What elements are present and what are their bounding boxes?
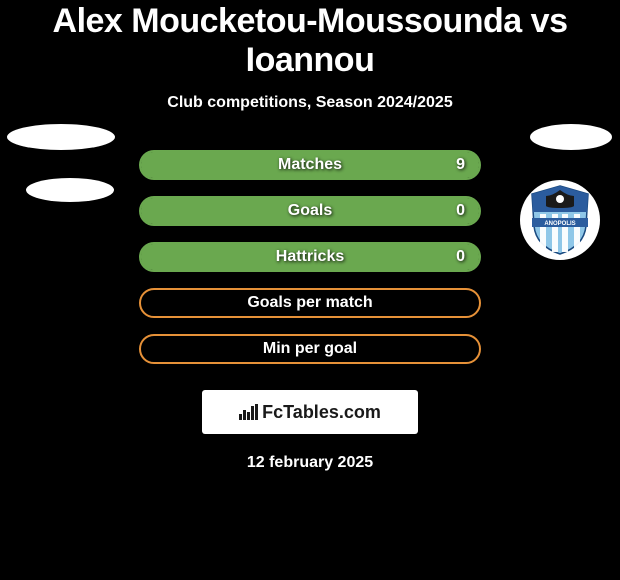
stat-value-right: 0 bbox=[456, 248, 465, 266]
brand-text: FcTables.com bbox=[262, 402, 381, 423]
stat-value-right: 9 bbox=[456, 156, 465, 174]
stat-label: Matches bbox=[278, 156, 342, 174]
player-right-photo-placeholder bbox=[530, 124, 612, 150]
brand-logo: FcTables.com bbox=[202, 390, 418, 434]
stat-label: Hattricks bbox=[276, 248, 344, 266]
page-title: Alex Moucketou-Moussounda vs Ioannou bbox=[0, 2, 620, 80]
svg-text:ANOPOLIS: ANOPOLIS bbox=[544, 221, 575, 227]
stat-row: Hattricks 0 bbox=[139, 242, 481, 272]
chart-bars-icon bbox=[239, 404, 258, 420]
stat-row: Matches 9 bbox=[139, 150, 481, 180]
stat-label: Min per goal bbox=[263, 340, 357, 358]
stat-value-right: 0 bbox=[456, 202, 465, 220]
stat-label: Goals bbox=[288, 202, 332, 220]
player-right-club-badge: ANOPOLIS bbox=[520, 180, 600, 260]
subtitle: Club competitions, Season 2024/2025 bbox=[167, 94, 452, 112]
date-label: 12 february 2025 bbox=[247, 454, 373, 472]
club-crest-icon: ANOPOLIS bbox=[528, 184, 592, 256]
stat-row: Goals per match bbox=[139, 288, 481, 318]
stat-label: Goals per match bbox=[247, 294, 372, 312]
stat-row: Goals 0 bbox=[139, 196, 481, 226]
stats-list: Matches 9 Goals 0 Hattricks 0 Goals per match M… bbox=[139, 150, 481, 380]
player-left-photo-placeholder-1 bbox=[7, 124, 115, 150]
stat-row: Min per goal bbox=[139, 334, 481, 364]
player-left-club-placeholder bbox=[26, 178, 114, 202]
